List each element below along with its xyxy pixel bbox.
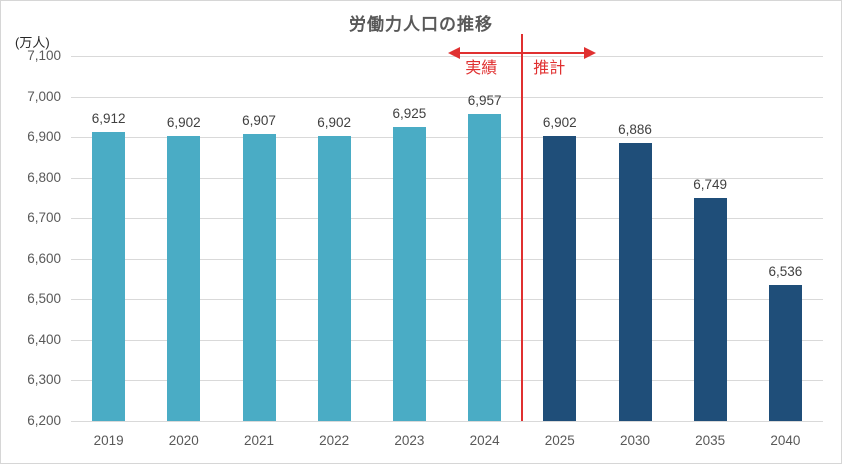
gridline xyxy=(71,299,823,301)
arrow-right-icon xyxy=(584,47,597,59)
y-tick-label: 7,000 xyxy=(27,88,61,104)
gridline xyxy=(71,96,823,98)
bar-2022 xyxy=(317,136,351,421)
gridline xyxy=(71,339,823,341)
bar-2019 xyxy=(92,132,126,421)
bar-2023 xyxy=(392,126,426,421)
bar-2025 xyxy=(543,136,577,421)
x-tick-label-2019: 2019 xyxy=(93,433,124,448)
x-tick-label-2022: 2022 xyxy=(319,433,350,448)
y-tick-label: 6,500 xyxy=(27,291,61,307)
x-tick-label-2035: 2035 xyxy=(695,433,726,448)
y-tick-label: 6,600 xyxy=(27,250,61,266)
y-tick-label: 7,100 xyxy=(27,48,61,63)
bar-2024 xyxy=(468,113,502,421)
gridline xyxy=(71,380,823,382)
actual-forecast-divider-line xyxy=(521,34,524,421)
y-axis-unit-label: (万人) xyxy=(15,35,50,50)
forecast-label: 推計 xyxy=(533,60,566,77)
data-label-2035: 6,749 xyxy=(693,177,728,193)
data-label-2021: 6,907 xyxy=(242,113,276,129)
divider-arrow-shaft xyxy=(458,52,587,54)
bar-2035 xyxy=(693,198,727,421)
bar-2021 xyxy=(242,134,276,421)
y-tick-label: 6,400 xyxy=(27,331,61,347)
gridline xyxy=(71,218,823,220)
bar-2030 xyxy=(618,142,652,421)
y-tick-label: 6,300 xyxy=(27,372,61,388)
actual-label: 実績 xyxy=(465,60,498,77)
data-label-2025: 6,902 xyxy=(542,115,577,131)
x-tick-label-2040: 2040 xyxy=(770,433,801,448)
chart-title: 労働力人口の推移 xyxy=(349,15,493,34)
x-tick-label-2024: 2024 xyxy=(469,433,500,448)
gridline xyxy=(71,137,823,139)
gridline xyxy=(71,258,823,260)
x-tick-label-2030: 2030 xyxy=(619,433,651,448)
data-label-2023: 6,925 xyxy=(392,105,427,121)
data-label-2040: 6,536 xyxy=(768,263,803,279)
data-label-2022: 6,902 xyxy=(317,115,352,131)
bar-2040 xyxy=(768,284,802,421)
arrow-left-icon xyxy=(448,47,461,59)
data-label-2019: 6,912 xyxy=(91,111,126,127)
y-tick-label: 6,700 xyxy=(27,210,61,226)
data-label-2020: 6,902 xyxy=(166,115,201,131)
y-tick-label: 6,800 xyxy=(27,169,61,185)
x-tick-label-2021: 2021 xyxy=(243,433,275,448)
y-tick-label: 6,200 xyxy=(27,413,61,428)
y-tick-label: 6,900 xyxy=(27,129,61,145)
x-tick-label-2020: 2020 xyxy=(168,433,199,448)
data-label-2024: 6,957 xyxy=(467,92,502,108)
bar-2020 xyxy=(167,136,201,421)
x-tick-label-2023: 2023 xyxy=(394,433,425,448)
gridline xyxy=(71,177,823,179)
gridline xyxy=(71,421,823,422)
x-tick-label-2025: 2025 xyxy=(544,433,575,448)
gridline xyxy=(71,56,823,57)
data-label-2030: 6,886 xyxy=(618,121,652,137)
